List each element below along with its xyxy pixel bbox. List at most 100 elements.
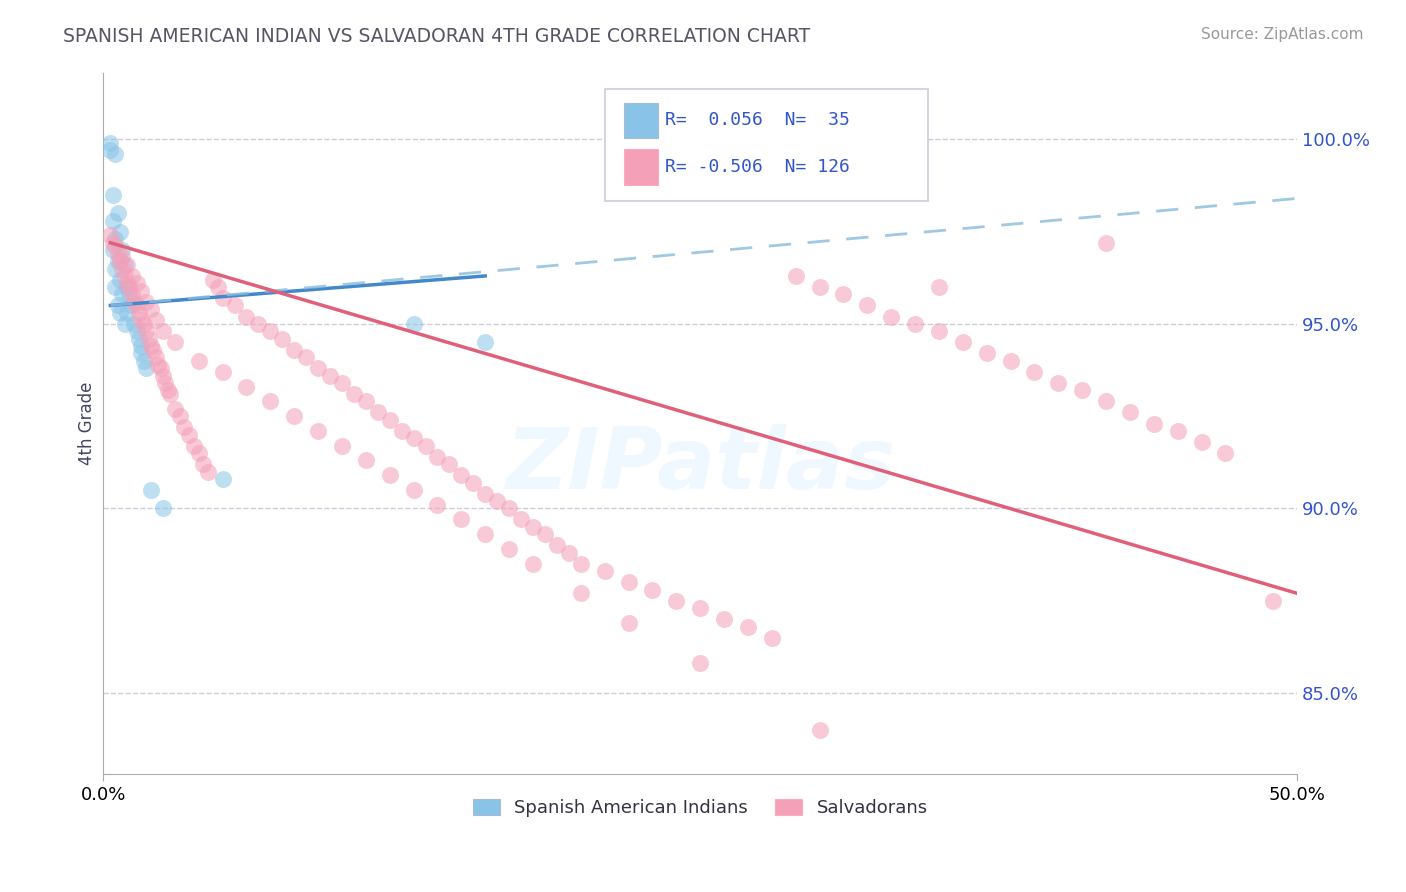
Point [1071,384,1094,398]
Point [107,206,129,220]
Point [100,228,122,243]
Point [114,258,136,272]
Point [271,332,294,346]
Point [118,287,141,301]
Point [378,413,401,427]
Point [115,306,138,320]
Point [569,557,592,571]
Point [187,446,209,460]
Point [259,394,281,409]
Point [132,354,155,368]
Point [107,247,129,261]
Point [211,291,233,305]
Point [354,453,377,467]
Point [1143,417,1166,431]
Point [402,431,425,445]
Point [104,232,127,246]
Point [163,335,186,350]
Point [439,457,461,471]
Point [101,213,124,227]
Point [107,298,129,312]
Point [169,409,191,424]
Point [976,346,998,360]
Point [100,144,122,158]
Point [131,346,153,360]
Point [128,306,150,320]
Point [152,324,174,338]
Point [104,147,127,161]
Point [121,268,143,283]
Point [593,564,616,578]
Point [122,317,145,331]
Point [108,225,131,239]
Point [617,615,640,630]
Point [391,424,413,438]
Point [135,294,157,309]
Point [808,723,831,737]
Point [159,387,181,401]
Point [224,298,246,312]
Point [202,272,225,286]
Point [319,368,342,383]
Point [307,424,329,438]
Point [785,268,807,283]
Point [402,317,425,331]
Point [928,280,950,294]
Point [104,280,127,294]
Point [114,268,136,283]
Point [952,335,974,350]
Point [197,465,219,479]
Point [156,384,179,398]
Point [1167,424,1189,438]
Point [1215,446,1237,460]
Point [1024,365,1046,379]
Point [125,277,148,291]
Point [415,439,437,453]
Point [145,313,167,327]
Point [101,187,124,202]
Text: Source: ZipAtlas.com: Source: ZipAtlas.com [1201,27,1364,42]
Point [131,313,153,327]
Point [402,483,425,497]
Point [104,261,127,276]
Point [114,317,136,331]
Text: R= -0.506  N= 126: R= -0.506 N= 126 [665,158,849,176]
Point [183,439,205,453]
Point [259,324,281,338]
Point [426,498,449,512]
Point [1263,593,1285,607]
Point [121,287,143,301]
Point [108,254,131,268]
Point [558,546,581,560]
Point [330,439,353,453]
Point [689,657,711,671]
Point [101,243,124,257]
Point [474,486,496,500]
Point [111,261,134,276]
Point [378,468,401,483]
Point [111,251,134,265]
Point [617,575,640,590]
Point [207,280,229,294]
Point [534,527,557,541]
Point [187,354,209,368]
Point [139,302,162,317]
Point [173,420,195,434]
Point [486,494,509,508]
Point [111,287,134,301]
Text: ZIPatlas: ZIPatlas [505,424,896,508]
Text: SPANISH AMERICAN INDIAN VS SALVADORAN 4TH GRADE CORRELATION CHART: SPANISH AMERICAN INDIAN VS SALVADORAN 4T… [63,27,810,45]
Point [283,409,305,424]
Point [111,243,134,257]
Point [193,457,215,471]
Point [179,427,201,442]
Point [152,501,174,516]
Point [689,601,711,615]
Point [108,306,131,320]
Point [128,332,150,346]
Point [498,501,520,516]
Point [1119,405,1142,419]
Point [100,136,122,150]
Point [235,310,257,324]
Point [115,280,138,294]
